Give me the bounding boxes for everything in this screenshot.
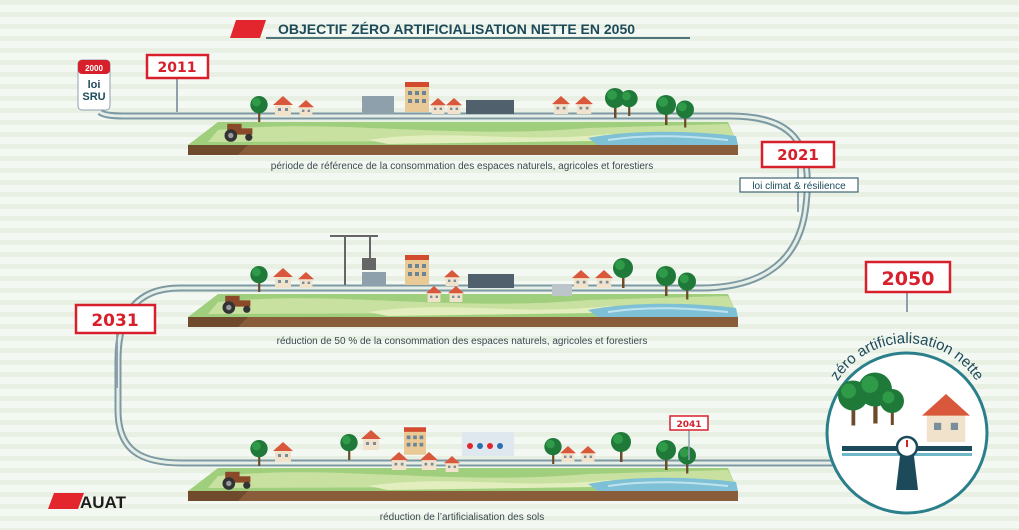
logo: AUAT — [48, 493, 127, 512]
landscape-2 — [187, 235, 739, 328]
sign-2041: 2041 — [669, 415, 709, 460]
sign-2021: 2021 loi climat & résilience — [739, 140, 859, 212]
sign-2011: 2011 — [145, 53, 210, 112]
sign-2031: 2031 — [74, 303, 157, 388]
landscape-3 — [187, 427, 739, 502]
title: OBJECTIF ZÉRO ARTIFICIALISATION NETTE EN… — [278, 21, 635, 37]
title-bar: OBJECTIF ZÉRO ARTIFICIALISATION NETTE EN… — [230, 20, 690, 39]
year: 2041 — [676, 420, 701, 430]
landscape-1 — [187, 82, 739, 156]
caption: réduction de 50 % de la consommation des… — [277, 336, 648, 347]
sign-2050: 2050 — [864, 260, 952, 312]
road — [97, 109, 840, 467]
year: 2021 — [777, 146, 819, 164]
year: 2031 — [91, 311, 138, 331]
year: 2011 — [158, 60, 197, 76]
logo-text: AUAT — [80, 493, 127, 512]
label: loi climat & résilience — [752, 181, 846, 192]
caption: période de référence de la consommation … — [271, 161, 653, 172]
label: loi SRU — [82, 79, 105, 103]
year: 2000 — [85, 64, 103, 73]
caption: réduction de l’artificialisation des sol… — [380, 512, 545, 523]
zan-circle: zéro artificialisation nette — [825, 330, 989, 515]
calendar-2000: 2000 loi SRU — [77, 59, 111, 111]
year: 2050 — [882, 268, 935, 290]
